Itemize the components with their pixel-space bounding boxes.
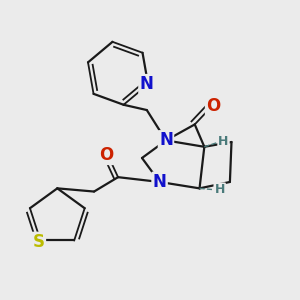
- Text: O: O: [206, 97, 220, 115]
- Text: S: S: [33, 233, 45, 251]
- Text: O: O: [99, 146, 113, 164]
- Text: H: H: [214, 183, 225, 196]
- Text: N: N: [140, 75, 153, 93]
- Text: N: N: [153, 173, 166, 191]
- Text: N: N: [159, 131, 173, 149]
- Text: H: H: [218, 135, 229, 148]
